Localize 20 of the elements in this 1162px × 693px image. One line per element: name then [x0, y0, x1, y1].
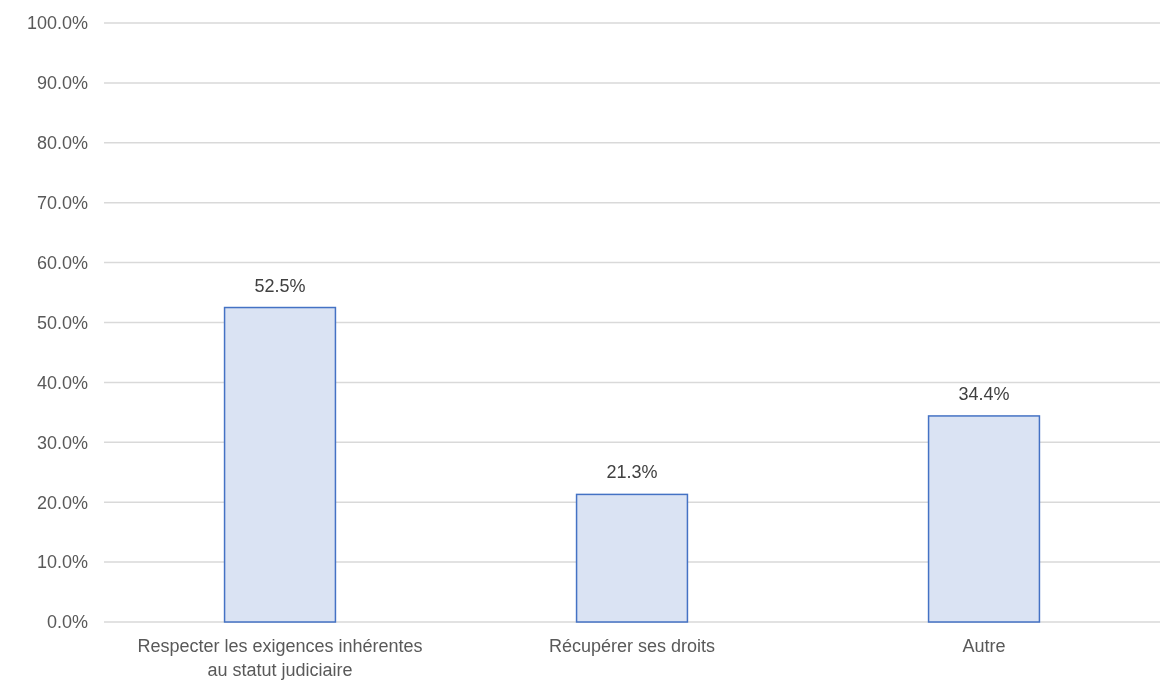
x-tick-label: Respecter les exigences inhérentes au statut judiciaire [137, 636, 423, 680]
bar [223, 306, 337, 623]
y-tick-label: 0.0% [46, 612, 88, 633]
y-tick-label: 40.0% [36, 372, 88, 393]
y-tick-label: 100.0% [26, 13, 88, 34]
y-tick-label: 90.0% [36, 73, 88, 94]
y-tick-label: 70.0% [36, 193, 88, 213]
data-label: 21.3% [606, 462, 658, 483]
y-tick-label: 10.0% [36, 552, 88, 573]
y-tick-label: 80.0% [36, 133, 88, 154]
y-tick-label: 60.0% [36, 252, 88, 273]
y-tick-label: 50.0% [36, 312, 88, 333]
data-label: 34.4% [958, 383, 1010, 404]
x-tick-label: Récupérer ses droits [548, 636, 716, 656]
bar [575, 493, 689, 623]
bar [927, 415, 1041, 623]
data-label: 52.5% [254, 275, 306, 296]
y-tick-label: 20.0% [36, 492, 88, 513]
x-tick-label: Autre [962, 636, 1006, 656]
y-tick-label: 30.0% [36, 432, 88, 453]
